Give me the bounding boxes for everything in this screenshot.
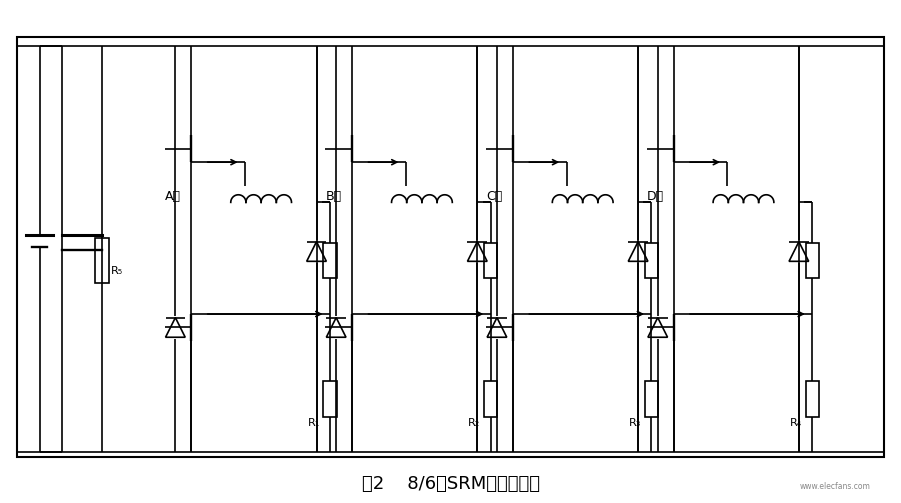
Bar <box>484 381 497 417</box>
Text: 图2    8/6极SRM电路结构图: 图2 8/6极SRM电路结构图 <box>361 475 540 493</box>
Text: A相: A相 <box>165 190 181 203</box>
Text: R₄: R₄ <box>790 417 802 428</box>
Text: B相: B相 <box>325 190 341 203</box>
Text: R₅: R₅ <box>111 266 123 276</box>
Bar <box>805 242 819 278</box>
Bar <box>323 242 337 278</box>
Bar <box>484 242 497 278</box>
Text: R₁: R₁ <box>307 417 320 428</box>
Text: C相: C相 <box>487 190 503 203</box>
Text: www.elecfans.com: www.elecfans.com <box>799 482 870 491</box>
Bar <box>96 238 109 283</box>
Bar <box>17 37 884 457</box>
Text: R₃: R₃ <box>629 417 642 428</box>
Bar <box>323 381 337 417</box>
Text: D相: D相 <box>647 190 664 203</box>
Bar <box>645 381 659 417</box>
Bar <box>805 381 819 417</box>
Bar <box>645 242 659 278</box>
Text: R₂: R₂ <box>469 417 480 428</box>
